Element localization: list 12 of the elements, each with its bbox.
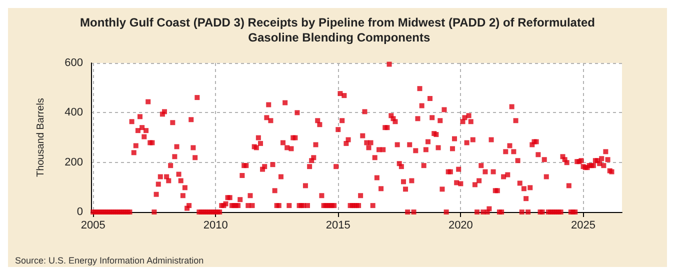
y-tick-label: 0: [76, 206, 83, 218]
x-tick-label: 2025: [571, 220, 596, 232]
x-tick-label: 2020: [448, 220, 473, 232]
y-tick-label: 200: [64, 156, 83, 168]
x-tick-label: 2010: [203, 220, 228, 232]
y-tick-label: 400: [64, 106, 83, 119]
y-tick-label: 600: [64, 57, 83, 69]
x-tick-label: 2015: [326, 220, 350, 232]
x-tick-label: 2005: [80, 220, 106, 232]
source-note: Source: U.S. Energy Information Administration: [15, 256, 204, 266]
chart-title: Monthly Gulf Coast (PADD 3) Receipts by Pipeline from Midwest (PADD 2) of Reformulated Gasoline Blending Components: [80, 16, 595, 44]
y-axis-title: Thousand Barrels: [36, 98, 46, 177]
